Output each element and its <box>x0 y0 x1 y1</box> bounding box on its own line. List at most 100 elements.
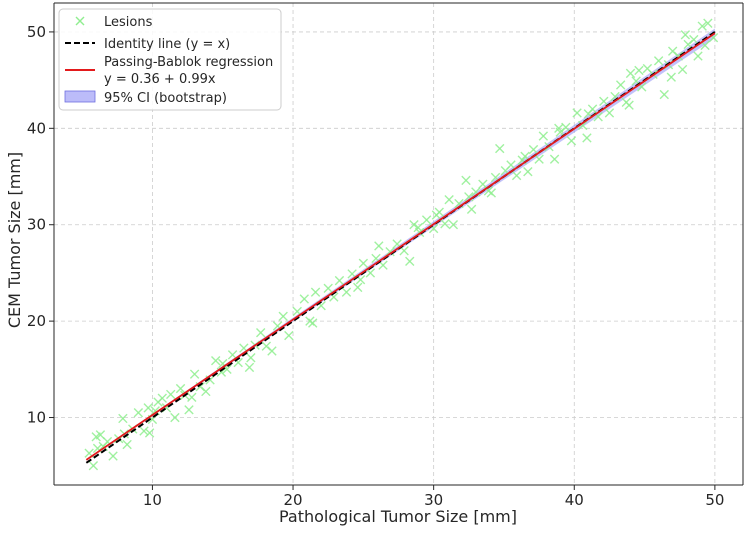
data-point <box>572 108 582 118</box>
data-point <box>246 353 256 363</box>
data-point <box>278 311 288 321</box>
y-tick-label: 40 <box>27 119 46 137</box>
data-point-stroke <box>703 18 713 28</box>
data-point <box>358 258 369 268</box>
data-point-stroke <box>122 439 132 450</box>
data-point-stroke <box>615 80 626 90</box>
data-point-stroke <box>347 269 357 279</box>
legend-marker-stroke <box>75 16 85 26</box>
data-point-stroke <box>495 143 505 154</box>
data-point-stroke <box>334 275 345 286</box>
data-point <box>461 175 471 186</box>
data-point <box>211 355 221 366</box>
data-point <box>175 383 186 394</box>
data-point-stroke <box>604 108 615 118</box>
data-point-stroke <box>464 192 474 202</box>
data-point-stroke <box>490 172 501 183</box>
data-point-stroke <box>599 96 609 107</box>
data-point-stroke <box>689 34 699 45</box>
x-tick-label: 20 <box>283 491 302 509</box>
data-point-stroke <box>523 167 533 177</box>
legend-label-regression: Passing-Bablok regression <box>104 55 273 70</box>
data-point-stroke <box>144 428 155 438</box>
data-point-stroke <box>246 353 256 363</box>
data-point <box>464 192 474 202</box>
data-point <box>385 247 395 257</box>
data-point-stroke <box>413 222 423 233</box>
data-point-stroke <box>454 198 464 209</box>
data-point-stroke <box>272 321 283 331</box>
data-point <box>353 282 363 293</box>
data-point-stroke <box>385 247 395 257</box>
legend-label-ci: 95% CI (bootstrap) <box>104 91 227 106</box>
data-point <box>244 362 255 373</box>
data-point <box>659 89 669 100</box>
data-point-stroke <box>461 175 471 186</box>
data-point-stroke <box>659 89 669 100</box>
grid-lines <box>54 3 743 485</box>
data-point <box>133 408 144 418</box>
data-point-stroke <box>680 30 691 40</box>
data-point-stroke <box>631 76 641 86</box>
data-point <box>440 219 450 229</box>
data-point <box>139 426 149 436</box>
data-point-stroke <box>88 461 99 471</box>
data-point <box>578 120 588 131</box>
data-point-stroke <box>256 327 266 338</box>
data-point-stroke <box>284 330 294 341</box>
y-tick-label: 50 <box>27 23 46 41</box>
data-point-stroke <box>227 350 238 360</box>
data-point-stroke <box>520 151 530 161</box>
data-point-stroke <box>506 160 516 170</box>
legend-marker-lesions <box>75 16 85 26</box>
data-point-stroke <box>593 112 603 122</box>
data-point <box>506 160 516 170</box>
data-point <box>511 170 522 181</box>
data-point-stroke <box>528 144 539 155</box>
x-tick-label: 40 <box>565 491 584 509</box>
data-point-stroke <box>95 430 106 440</box>
data-point <box>444 194 454 205</box>
x-tick-label: 50 <box>705 491 724 509</box>
data-point-stroke <box>708 33 719 43</box>
data-point-stroke <box>261 341 272 351</box>
data-point-stroke <box>92 443 103 454</box>
data-point-stroke <box>624 100 634 110</box>
data-point-stroke <box>572 108 582 118</box>
data-point-stroke <box>610 91 620 102</box>
data-point-stroke <box>582 133 592 143</box>
data-point-stroke <box>310 287 321 297</box>
data-point-stroke <box>625 68 636 79</box>
data-point-stroke <box>642 63 653 74</box>
data-point <box>108 451 118 461</box>
data-point <box>267 346 277 356</box>
data-point <box>122 439 132 450</box>
data-point <box>677 64 688 75</box>
data-point <box>634 65 644 76</box>
data-point-stroke <box>667 46 678 56</box>
data-point-stroke <box>102 436 113 447</box>
data-point <box>523 167 533 177</box>
data-point <box>143 403 153 413</box>
data-point-stroke <box>517 155 527 165</box>
data-point <box>495 143 505 154</box>
data-point <box>310 287 321 297</box>
data-point-stroke <box>399 246 409 256</box>
legend-label-lesions: Lesions <box>104 15 153 30</box>
data-point-stroke <box>566 136 577 146</box>
data-point-stroke <box>341 287 352 297</box>
data-point <box>189 369 200 379</box>
data-point <box>88 461 99 471</box>
data-point-stroke <box>170 412 180 423</box>
data-point <box>365 268 376 278</box>
data-point <box>604 108 615 118</box>
data-point-stroke <box>392 239 402 249</box>
data-point <box>703 18 713 28</box>
data-point-stroke <box>150 406 160 416</box>
data-point <box>157 393 167 403</box>
data-point <box>582 133 592 143</box>
data-point-stroke <box>316 301 326 311</box>
data-point <box>170 412 180 423</box>
data-point-stroke <box>666 72 676 82</box>
